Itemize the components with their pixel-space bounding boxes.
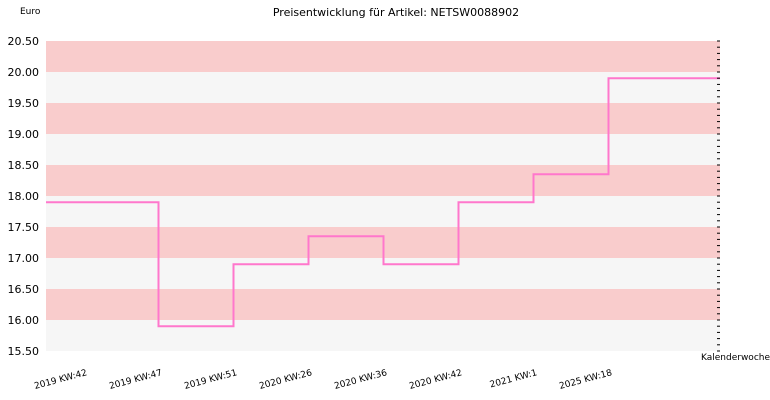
- y-tick-label: 17.50: [8, 221, 40, 234]
- x-axis-label: Kalenderwoche: [701, 353, 770, 363]
- y-tick-label: 15.50: [8, 345, 40, 358]
- x-tick-label: 2019 KW:42: [33, 368, 88, 392]
- y-tick-labels: 15.50 16.00 16.50 17.00 17.50 18.00 18.50 19.00…: [8, 35, 40, 358]
- grid-band: [46, 320, 720, 351]
- y-axis-label: Euro: [20, 7, 41, 17]
- y-tick-label: 16.50: [8, 283, 40, 296]
- x-tick-label: 2020 KW:42: [408, 368, 463, 392]
- x-tick-label: 2020 KW:36: [333, 368, 388, 392]
- grid-band: [46, 103, 720, 134]
- grid-band: [46, 165, 720, 196]
- y-tick-label: 20.50: [8, 35, 40, 48]
- x-tick-label: 2019 KW:51: [183, 368, 238, 392]
- y-tick-label: 19.50: [8, 97, 40, 110]
- x-tick-label: 2020 KW:26: [258, 368, 313, 392]
- chart-title: Preisentwicklung für Artikel: NETSW00889…: [273, 6, 519, 19]
- y-tick-label: 18.50: [8, 159, 40, 172]
- y-tick-label: 16.00: [8, 314, 40, 327]
- y-tick-label: 20.00: [8, 66, 40, 79]
- grid-band: [46, 72, 720, 103]
- plot-bands: [46, 41, 720, 351]
- grid-band: [46, 134, 720, 165]
- grid-band: [46, 196, 720, 227]
- x-tick-label: 2021 KW:1: [489, 368, 538, 390]
- grid-band: [46, 289, 720, 320]
- price-step-line: [46, 77, 720, 328]
- series-line: [46, 77, 720, 328]
- y-tick-label: 17.00: [8, 252, 40, 265]
- grid-band: [46, 41, 720, 72]
- x-tick-labels: 2019 KW:42 2019 KW:47 2019 KW:51 2020 KW:26…: [33, 368, 613, 392]
- y-tick-label: 19.00: [8, 128, 40, 141]
- x-tick-label: 2019 KW:47: [108, 368, 163, 392]
- x-tick-label: 2025 KW:18: [558, 368, 613, 392]
- right-axis-ticks: [717, 40, 720, 352]
- y-tick-label: 18.00: [8, 190, 40, 203]
